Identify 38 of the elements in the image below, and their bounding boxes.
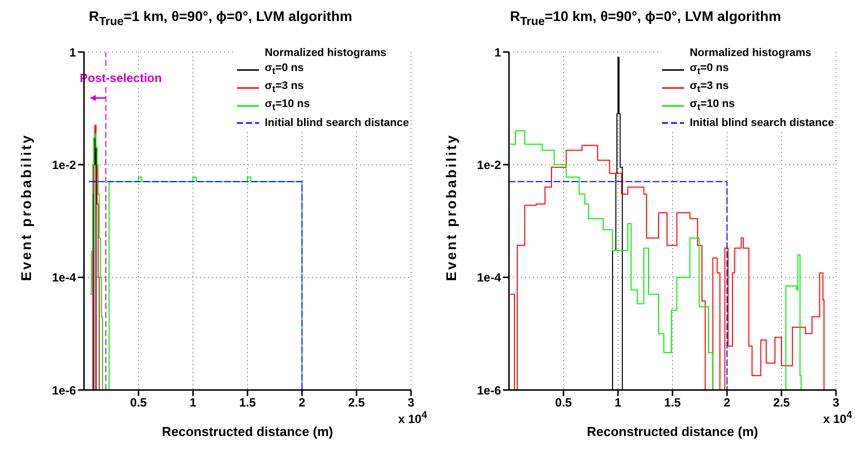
x-tick-label: 3 — [408, 396, 415, 410]
x-axis-title: Reconstructed distance (m) — [162, 424, 334, 439]
x-tick-label: 2.5 — [773, 396, 790, 410]
x-tick-label: 1.5 — [239, 396, 256, 410]
x-tick-label: 2 — [724, 396, 731, 410]
legend-label: σ$_{t}$=0 ns — [690, 61, 729, 78]
legend-label: σ$_{t}$=10 ns — [690, 97, 735, 115]
legend-title: Normalized histograms — [264, 47, 386, 59]
x-tick-label: 2 — [298, 396, 306, 410]
x-tick-label: 1.5 — [664, 396, 682, 410]
legend-title: Normalized histograms — [690, 47, 812, 59]
y-axis-title: Event probability — [18, 133, 34, 281]
legend-label: σ$_{t}$=10 ns — [264, 97, 310, 115]
legend-label: σ$_{t}$=3 ns — [690, 79, 729, 96]
chart-title: R$_{True}$=10 km, θ=90°, ϕ=0°, LVM algorithm — [510, 8, 782, 28]
x-tick-label: 3 — [832, 396, 840, 410]
text: x 10$^{4}$ — [823, 410, 852, 426]
x-tick-label: 0.5 — [130, 396, 148, 410]
y-tick-label: 1e-6 — [476, 383, 502, 398]
y-tick-label: 1e-2 — [52, 158, 76, 172]
legend-label: Initial blind search distance — [690, 116, 834, 131]
legend-label: σ$_{t}$=0 ns — [264, 61, 304, 78]
x-tick-label: 1 — [614, 396, 622, 410]
y-axis-title: Event probability — [442, 133, 459, 281]
x-tick-label: 0.5 — [555, 396, 572, 410]
y-tick-label: 1 — [494, 45, 502, 60]
x-axis-title: Reconstructed distance (m) — [586, 424, 758, 439]
y-tick-label: 1 — [69, 45, 76, 60]
chart-title: R$_{True}$=1 km, θ=90°, ϕ=0°, LVM algorithm — [88, 8, 352, 28]
legend-label: σ$_{t}$=3 ns — [264, 79, 304, 96]
y-tick-label: 1e-2 — [476, 158, 502, 172]
x-tick-label: 1 — [190, 396, 197, 410]
y-tick-label: 1e-4 — [476, 270, 502, 285]
text: x 10$^{4}$ — [398, 410, 427, 426]
y-tick-label: 1e-6 — [52, 383, 76, 398]
y-tick-label: 1e-4 — [52, 270, 76, 285]
x-tick-label: 2.5 — [348, 396, 366, 410]
legend-label: Initial blind search distance — [264, 116, 409, 131]
